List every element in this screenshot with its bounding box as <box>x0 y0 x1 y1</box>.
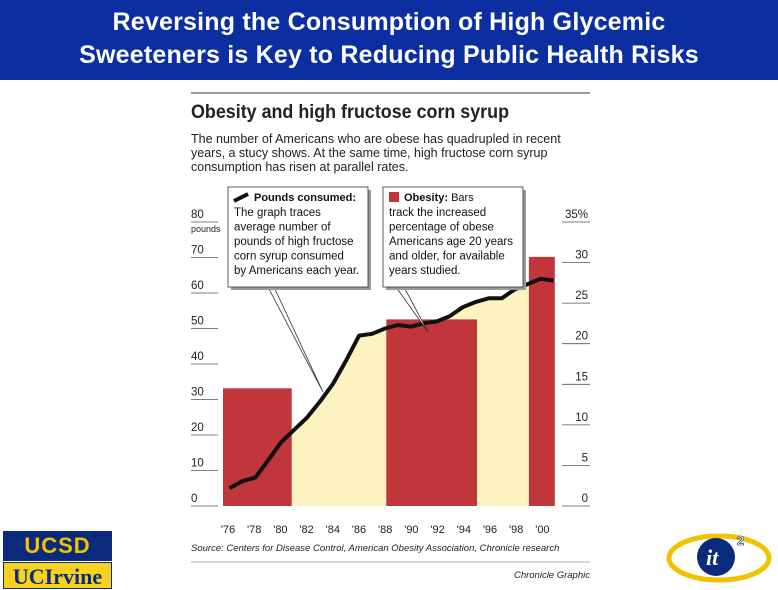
callout-text-line: average number of <box>234 222 331 234</box>
ucsd-logo: UCSD <box>3 531 112 561</box>
chart-credit: Chronicle Graphic <box>514 570 590 581</box>
callout-heading: Pounds consumed: <box>254 192 356 204</box>
callout-box <box>227 186 369 288</box>
callouts-group: Pounds consumed: The graph traces average … <box>227 186 526 393</box>
it2-logo: it 2 <box>666 533 772 583</box>
callout-heading-rest: Bars <box>448 192 474 204</box>
it2-logo-superscript: 2 <box>737 533 744 548</box>
right-axis-label: 30 <box>575 250 588 262</box>
consumption-line <box>228 276 554 491</box>
right-axis-label: 5 <box>582 452 588 464</box>
x-axis-label: '94 <box>457 524 471 536</box>
chart-subtitle-line-2: years, a stucy shows. At the same time, … <box>191 146 547 160</box>
callout-line-icon <box>233 192 249 203</box>
callout-1: Pounds consumed: The graph traces average … <box>227 186 371 393</box>
x-axis-label: '92 <box>430 524 444 536</box>
plot-area <box>223 256 555 506</box>
x-axis-label: '78 <box>247 524 261 536</box>
right-axis-label: 20 <box>575 331 588 343</box>
callout-heading-bold: Obesity: <box>404 192 448 204</box>
x-axis-label: '00 <box>535 524 549 536</box>
right-axis-label: 15 <box>575 371 588 383</box>
callout-text-line: percentage of obese <box>389 222 494 234</box>
left-axis-label: 60 <box>191 280 204 292</box>
left-axis-label: 0 <box>191 493 197 505</box>
axes-group: 0 10 20 30 40 50 60 70 80 pounds 0 5 10 15 20 25 30 35% '7… <box>191 209 590 536</box>
right-axis-label: 25 <box>575 290 588 302</box>
callout-text-line: Americans age 20 years <box>389 236 513 248</box>
right-axis-label: 10 <box>575 412 588 424</box>
left-axis-label: 10 <box>191 458 204 470</box>
x-axis-label: '98 <box>509 524 523 536</box>
obesity-bar-2 <box>386 319 477 506</box>
callout-text-line: corn syrup consumed <box>234 251 344 263</box>
chart-title: Obesity and high fructose corn syrup <box>191 102 509 123</box>
callout-bar-icon <box>389 192 399 202</box>
callout-box <box>382 186 524 288</box>
right-axis-label: 35% <box>565 209 588 221</box>
callout-text-line: track the increased <box>389 207 486 219</box>
left-axis-label: 40 <box>191 351 204 363</box>
it2-logo-circle <box>697 538 735 576</box>
uc-irvine-logo: UCIrvine <box>3 562 112 589</box>
callout-2: Obesity: Bars track the increased percenta… <box>382 186 526 333</box>
it2-logo-swoosh <box>666 533 772 583</box>
callout-text-line: The graph traces <box>234 207 321 219</box>
title-banner: Reversing the Consumption of High Glycem… <box>0 0 778 80</box>
callout-heading: Obesity: Bars <box>404 192 474 204</box>
x-axis-label: '84 <box>326 524 340 536</box>
right-axis-label: 0 <box>582 493 588 505</box>
x-axis-label: '88 <box>378 524 392 536</box>
left-axis-label: 20 <box>191 422 204 434</box>
chart-source-note: Source: Centers for Disease Control, Ame… <box>191 543 559 554</box>
x-axis-label: '90 <box>404 524 418 536</box>
x-axis-label: '82 <box>299 524 313 536</box>
chart-subtitle-line-1: The number of Americans who are obese ha… <box>191 132 561 146</box>
x-axis-label: '96 <box>483 524 497 536</box>
callout-text-line: years studied. <box>389 265 461 277</box>
x-axis-label: '76 <box>221 524 235 536</box>
callout-text-line: pounds of high fructose <box>234 236 354 248</box>
callout-pointer <box>267 286 324 393</box>
left-axis-label: 80 <box>191 209 204 221</box>
left-axis-label: 70 <box>191 245 204 257</box>
x-axis-label: '86 <box>352 524 366 536</box>
chart-subtitle-line-3: consumption has risen at parallel rates. <box>191 160 408 174</box>
slide-title-line-1: Reversing the Consumption of High Glycem… <box>112 8 666 36</box>
left-axis-unit: pounds <box>191 224 221 234</box>
x-axis-label: '80 <box>273 524 287 536</box>
obesity-bar-3 <box>528 256 555 506</box>
callout-text-line: by Americans each year. <box>234 265 359 277</box>
left-axis-label: 50 <box>191 316 204 328</box>
it2-logo-text: it <box>706 545 719 570</box>
left-axis-label: 30 <box>191 387 204 399</box>
slide-title-line-2: Sweeteners is Key to Reducing Public Hea… <box>79 41 699 69</box>
callout-text-line: and older, for available <box>389 251 505 263</box>
